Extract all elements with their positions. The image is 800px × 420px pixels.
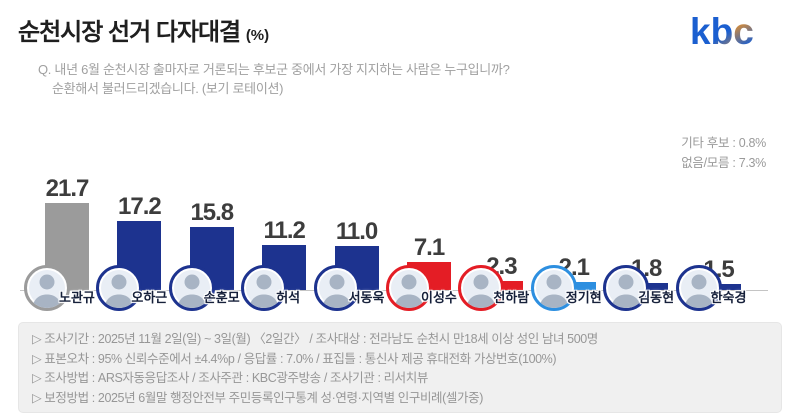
methodology-box: ▷ 조사기간 : 2025년 11월 2일(일) ~ 3일(월) 〈2일간〉 /… [18, 322, 782, 413]
methodology-line-method: ▷ 조사방법 : ARS자동응답조사 / 조사주관 : KBC광주방송 / 조사… [32, 371, 428, 385]
candidate-photo-한숙경 [675, 265, 722, 311]
methodology-line-period: ▷ 조사기간 : 2025년 11월 2일(일) ~ 3일(월) 〈2일간〉 /… [32, 332, 598, 346]
candidate-photo-이성수 [386, 265, 432, 311]
page-title: 순천시장 선거 다자대결 (%) [18, 12, 269, 47]
bar-value-허석: 11.2 [263, 217, 305, 245]
candidate-name-한숙경: 한숙경 [710, 290, 747, 305]
candidate-name-김동현: 김동현 [638, 290, 675, 305]
methodology-line-weighting: ▷ 보정방법 : 2025년 6월말 행정안전부 주민등록인구통계 성·연령·지… [32, 390, 483, 405]
svg-text:kbc: kbc [690, 11, 754, 52]
candidate-photo-서동욱 [313, 265, 360, 311]
candidate-name-노관규: 노관규 [59, 290, 95, 305]
survey-question: Q. 내년 6월 순천시장 출마자로 거론되는 후보군 중에서 가장 지지하는 … [38, 60, 510, 98]
person-silhouette-icon [321, 274, 352, 308]
person-silhouette-icon [104, 274, 135, 308]
bar-value-오하근: 17.2 [118, 193, 162, 221]
candidate-name-허석: 허석 [276, 290, 301, 305]
candidate-name-오하근: 오하근 [131, 290, 168, 305]
person-silhouette-icon [32, 274, 62, 308]
candidate-photo-천하람 [458, 265, 505, 311]
candidate-name-천하람: 천하람 [493, 290, 530, 305]
candidate-photo-손훈모 [168, 265, 215, 311]
person-silhouette-icon [466, 274, 497, 308]
page-title-unit: (%) [245, 27, 270, 44]
kbc-logo-icon: kbc [690, 11, 754, 52]
candidate-photo-김동현 [603, 265, 650, 311]
person-silhouette-icon [683, 274, 714, 308]
candidate-photo-정기현 [530, 265, 577, 311]
person-silhouette-icon [249, 274, 280, 308]
page-title-text: 순천시장 선거 다자대결 [18, 19, 241, 46]
kbc-logo: kbc [688, 10, 772, 59]
bar-value-손훈모: 15.8 [190, 198, 234, 226]
other-results: 기타 후보 : 0.8% 없음/모름 : 7.3% [681, 133, 766, 173]
bar-chart: 21.7 노관규 17.2 오하근 15.8 손훈모 11.2 허석 11.0 서동욱 7.1 이성수… [0, 150, 800, 322]
bar-value-이성수: 7.1 [413, 233, 445, 261]
methodology-line-error: ▷ 표본오차 : 95% 신뢰수준에서 ±4.4%p / 응답률 : 7.0% … [32, 351, 557, 366]
survey-question-line1: Q. 내년 6월 순천시장 출마자로 거론되는 후보군 중에서 가장 지지하는 … [38, 62, 510, 77]
candidate-name-이성수: 이성수 [421, 290, 457, 305]
candidate-photo-노관규 [24, 265, 70, 311]
bar-value-서동욱: 11.0 [335, 218, 378, 245]
person-silhouette-icon [394, 274, 424, 308]
survey-question-line2: 순환해서 불러드리겠습니다. (보기 로테이션) [52, 81, 284, 96]
none-dontknow-label: 없음/모름 : 7.3% [681, 156, 766, 170]
person-silhouette-icon [611, 274, 642, 308]
person-silhouette-icon [176, 274, 207, 308]
candidate-photo-오하근 [96, 265, 143, 311]
person-silhouette-icon [538, 274, 569, 308]
candidate-name-정기현: 정기현 [565, 290, 602, 305]
bar-value-노관규: 21.7 [45, 175, 90, 203]
etc-candidate-label: 기타 후보 : 0.8% [681, 136, 766, 150]
candidate-name-서동욱: 서동욱 [348, 290, 385, 305]
candidate-name-손훈모: 손훈모 [203, 290, 240, 305]
candidate-photo-허석 [241, 265, 288, 311]
